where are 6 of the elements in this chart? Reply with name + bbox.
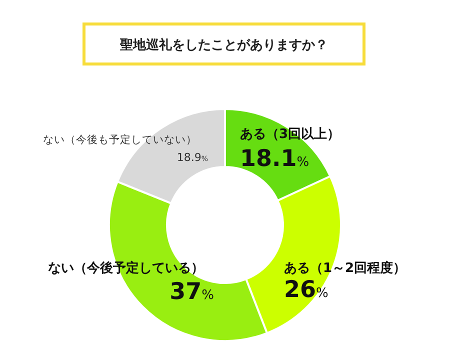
data-label: 18.1% — [240, 146, 310, 172]
slice-label: ある（1～2回程度） — [284, 260, 406, 276]
data-label: 26% — [284, 277, 328, 303]
data-label: 37% — [170, 279, 214, 305]
chart-title: 聖地巡礼をしたことがありますか？ — [119, 37, 328, 53]
slice-label: ない（今後も予定していない） — [43, 133, 197, 146]
